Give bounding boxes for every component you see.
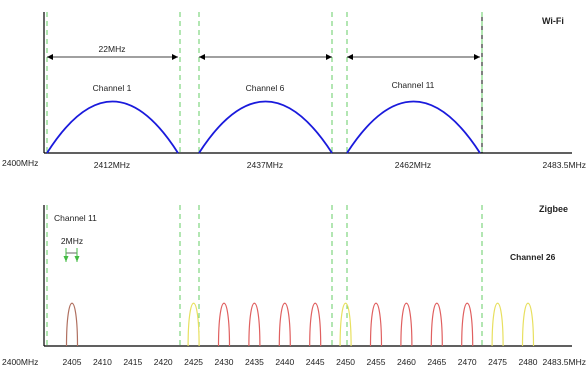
zigbee-tick-2425: 2425	[184, 357, 203, 367]
zigbee-band-end-label: 2483.5MHz	[543, 357, 586, 367]
channel-11-arrow-left-head	[347, 54, 353, 60]
zigbee-channel-2450	[339, 302, 352, 347]
zigbee-tick-2460: 2460	[397, 357, 416, 367]
wifi-panel: Wi-Fi 22MHz Channel 1 2412MHz Channel 6 …	[2, 12, 586, 170]
channel-1-curve	[46, 100, 179, 154]
zigbee-channel-2420	[158, 303, 169, 346]
wifi-channel-width-label: 22MHz	[99, 44, 126, 54]
channel-1-label: Channel 1	[93, 83, 132, 93]
zigbee-channel-2435	[248, 302, 261, 347]
zigbee-channel-2475	[491, 302, 504, 347]
zigbee-tick-2445: 2445	[306, 357, 325, 367]
zigbee-tick-2420: 2420	[154, 357, 173, 367]
width-arrow-right-head	[172, 54, 178, 60]
wifi-channel-edges	[46, 12, 483, 153]
zigbee-tick-2435: 2435	[245, 357, 264, 367]
wifi-channel-1: Channel 1 2412MHz	[46, 83, 179, 170]
zigbee-wifi-edges	[46, 205, 483, 346]
zigbee-tick-2470: 2470	[458, 357, 477, 367]
channel-6-arrow-right-head	[326, 54, 332, 60]
wifi-title: Wi-Fi	[542, 16, 564, 26]
channel-6-label: Channel 6	[246, 83, 285, 93]
zigbee-tick-2475: 2475	[488, 357, 507, 367]
zigbee-channel-width-label: 2MHz	[61, 236, 83, 246]
zigbee-channel-2465	[430, 302, 443, 347]
wifi-band-start-label: 2400MHz	[2, 158, 38, 168]
zigbee-channels	[65, 302, 535, 347]
channel-11-arrow-right-head	[474, 54, 480, 60]
channel-11-curve	[346, 100, 481, 154]
channel-11-center-label: 2462MHz	[395, 160, 431, 170]
wifi-band-end-label: 2483.5MHz	[543, 160, 586, 170]
zigbee-tick-labels: 2405 2410 2415 2420 2425 2430 2435 2440 2445 2450…	[63, 357, 538, 367]
channel-6-arrow-left-head	[199, 54, 205, 60]
zigbee-width-marker-right-head	[74, 256, 80, 262]
zigbee-channel-2480	[521, 302, 535, 347]
zigbee-channel-2425	[187, 302, 200, 347]
zigbee-channel-2415	[127, 303, 138, 346]
zigbee-tick-2440: 2440	[275, 357, 294, 367]
zigbee-tick-2480: 2480	[519, 357, 538, 367]
zigbee-tick-2430: 2430	[215, 357, 234, 367]
zigbee-channel-2440	[278, 302, 291, 347]
zigbee-tick-2410: 2410	[93, 357, 112, 367]
channel-11-label: Channel 11	[392, 80, 435, 90]
zigbee-tick-2465: 2465	[427, 357, 446, 367]
zigbee-tick-2450: 2450	[336, 357, 355, 367]
zigbee-channel-2445	[309, 302, 322, 347]
zigbee-width-marker-left-head	[63, 256, 69, 262]
wifi-channel-11: Channel 11 2462MHz	[346, 80, 481, 170]
zigbee-channel-2455	[369, 302, 383, 347]
zigbee-title: Zigbee	[539, 204, 568, 214]
channel-6-curve	[198, 100, 333, 154]
wifi-channel-6: Channel 6 2437MHz	[198, 83, 333, 170]
zigbee-channel-2470	[461, 302, 474, 347]
zigbee-channel-2460	[400, 302, 413, 347]
width-arrow-left-head	[47, 54, 53, 60]
zigbee-channel-2405	[65, 302, 79, 347]
zigbee-tick-2415: 2415	[123, 357, 142, 367]
zigbee-panel: Zigbee 2405 2410 2415 2420 2425 2430 2435 2440 2…	[2, 204, 586, 367]
channel-1-center-label: 2412MHz	[94, 160, 130, 170]
zigbee-highlight-channel-label: Channel 11	[54, 213, 97, 223]
zigbee-band-start-label: 2400MHz	[2, 357, 38, 367]
zigbee-last-channel-label: Channel 26	[510, 252, 556, 262]
zigbee-channel-2410	[97, 303, 108, 346]
zigbee-channel-2430	[217, 302, 231, 347]
channel-6-center-label: 2437MHz	[247, 160, 283, 170]
zigbee-tick-2405: 2405	[63, 357, 82, 367]
zigbee-tick-2455: 2455	[367, 357, 386, 367]
